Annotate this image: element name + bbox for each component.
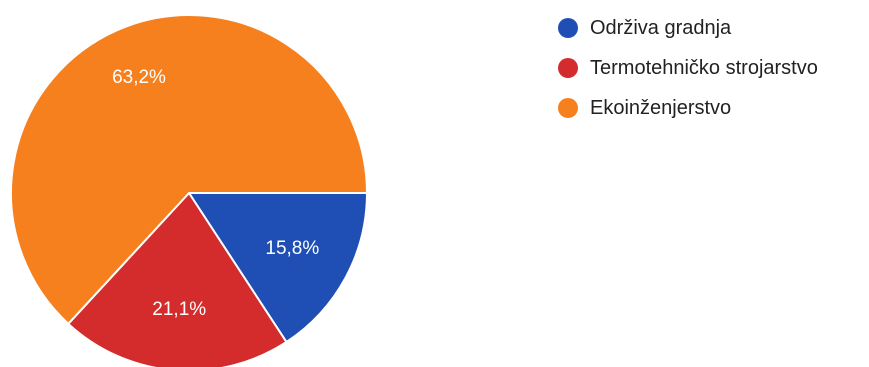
legend-swatch-icon bbox=[558, 98, 578, 118]
legend-label: Održiva gradnja bbox=[590, 16, 732, 39]
pie-slice-termotehnicko-strojarstvo bbox=[66, 191, 288, 367]
legend-swatch-icon bbox=[558, 18, 578, 38]
legend-swatch-icon bbox=[558, 58, 578, 78]
slice-label-odrziva-gradnja: 15,8% bbox=[265, 238, 319, 259]
pie-slice-labels: 15,8% 21,1% 63,2% bbox=[112, 67, 319, 320]
legend-item-termotehnicko-strojarstvo: Termotehničko strojarstvo bbox=[558, 48, 818, 88]
legend-label: Termotehničko strojarstvo bbox=[590, 56, 818, 79]
pie-slice-ekoinzenjerstvo bbox=[10, 14, 369, 326]
legend-item-odrziva-gradnja: Održiva gradnja bbox=[558, 8, 818, 48]
chart-legend: Održiva gradnja Termotehničko strojarstvo… bbox=[558, 8, 818, 128]
legend-item-ekoinzenjerstvo: Ekoinženjerstvo bbox=[558, 88, 818, 128]
pie-slice-odrziva-gradnja bbox=[187, 192, 369, 344]
slice-label-termotehnicko-strojarstvo: 21,1% bbox=[152, 299, 206, 320]
pie-slices bbox=[10, 14, 369, 367]
legend-label: Ekoinženjerstvo bbox=[590, 96, 732, 119]
slice-label-ekoinzenjerstvo: 63,2% bbox=[112, 67, 166, 88]
